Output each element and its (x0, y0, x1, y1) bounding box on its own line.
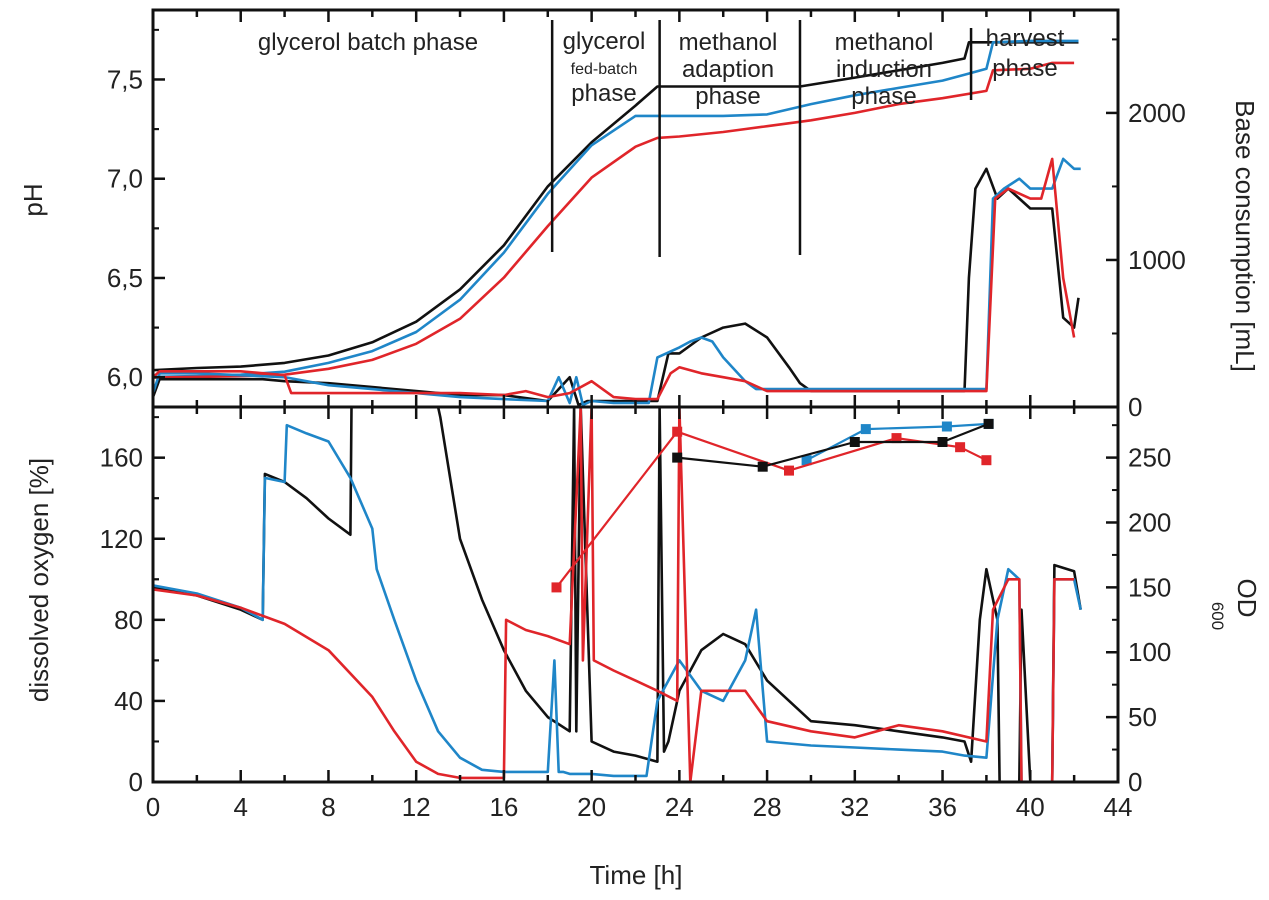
phase-label-glycerol-fed-batch-line1: glycerol (563, 28, 646, 55)
od600-marker (860, 424, 871, 435)
y-tick-label: 160 (100, 443, 143, 473)
y2-tick-label: 250 (1128, 443, 1171, 473)
series-base-top-2 (153, 61, 1075, 379)
y2-tick-label: 0 (1128, 767, 1142, 797)
x-axis-label: Time [h] (590, 860, 683, 890)
x-tick-label: 8 (321, 792, 335, 822)
y-tick-label: 7,0 (107, 164, 143, 194)
y2-tick-label: 2000 (1128, 98, 1186, 128)
series-do-bottom-2 (153, 407, 1075, 782)
phase-label-glycerol-fed-batch-line3: phase (571, 80, 636, 107)
x-tick-label: 40 (1016, 792, 1045, 822)
y2-tick-label: 100 (1128, 637, 1171, 667)
top-axes: 6,0 6,5 7,0 7,5 0 1000 2000 (107, 10, 1186, 422)
phase-boundaries (550, 20, 973, 257)
series-ph-top-3 (153, 167, 1080, 407)
top-y-axis-label: pH (18, 183, 48, 216)
od600-marker (981, 455, 992, 466)
bottom-series-group (153, 407, 1082, 782)
series-base-top-0 (153, 40, 1079, 372)
top-y2-axis-label: Base consumption [mL] (1230, 100, 1260, 372)
od600-marker (757, 461, 768, 472)
x-tick-label: 4 (233, 792, 247, 822)
x-tick-label: 32 (840, 792, 869, 822)
x-tick-label: 20 (577, 792, 606, 822)
od600-marker (784, 465, 794, 476)
x-tick-label: 28 (753, 792, 782, 822)
y2-tick-label: 0 (1128, 392, 1142, 422)
od600-marker (551, 582, 562, 593)
od600-marker (941, 421, 952, 432)
phase-label-harvest-line2: phase (992, 55, 1057, 82)
y-tick-label: 6,0 (107, 362, 143, 392)
bottom-y-axis-label: dissolved oxygen [%] (24, 458, 54, 702)
phase-label-glycerol-batch: glycerol batch phase (258, 29, 478, 56)
top-series-group (153, 39, 1081, 407)
series-od600-bottom-3 (806, 422, 989, 462)
clipped-series (153, 39, 1081, 407)
bottom-panel: 0 40 80 120 160 0 50 100 150 200 250 0 4 8 12 16 20 24 28 3… (24, 405, 1262, 890)
x-tick-label: 12 (402, 792, 431, 822)
od600-marker (672, 452, 683, 463)
phase-label-methanol-adaption-line3: phase (695, 83, 760, 110)
y2-tick-label: 1000 (1128, 245, 1186, 275)
bottom-y2-axis-label-main: OD (1232, 579, 1262, 618)
phase-label-glycerol-fed-batch-line2: fed-batch (571, 61, 638, 78)
y2-tick-label: 150 (1128, 572, 1171, 602)
clipped-series (153, 407, 1082, 782)
bottom-axes: 0 40 80 120 160 0 50 100 150 200 250 0 4 8 12 16 20 24 28 3… (100, 407, 1171, 822)
series-ph-top-4 (153, 157, 1081, 407)
phase-label-harvest-line1: harvest (986, 25, 1065, 52)
x-tick-label: 36 (928, 792, 957, 822)
x-tick-label: 24 (665, 792, 694, 822)
phase-label-methanol-adaption-line2: adaption (682, 56, 774, 83)
phase-label-methanol-induction-line3: phase (851, 83, 916, 110)
y2-tick-label: 200 (1128, 507, 1171, 537)
y-tick-label: 120 (100, 524, 143, 554)
od600-marker (672, 426, 683, 437)
y-tick-label: 40 (114, 686, 143, 716)
y-tick-label: 80 (114, 605, 143, 635)
bottom-plot-frame (151, 405, 1120, 784)
x-tick-label: 16 (489, 792, 518, 822)
od600-marker (849, 437, 860, 447)
bottom-y2-axis-label-sub: 600 (1208, 602, 1227, 630)
od600-marker (983, 418, 994, 429)
series-ph-top-5 (153, 157, 1076, 401)
y-tick-label: 0 (129, 767, 143, 797)
y-tick-label: 6,5 (107, 263, 143, 293)
phase-labels: glycerol batch phase glycerol fed-batch … (258, 25, 1065, 110)
phase-label-methanol-induction-line1: methanol (835, 29, 934, 56)
y2-tick-label: 50 (1128, 702, 1157, 732)
series-do-bottom-0 (153, 407, 1082, 782)
od600-marker (937, 437, 948, 447)
y-tick-label: 7,5 (107, 64, 143, 94)
phase-label-methanol-adaption-line1: methanol (679, 29, 778, 56)
od600-marker (955, 442, 966, 453)
x-tick-label: 44 (1104, 792, 1133, 822)
od600-marker (891, 433, 902, 444)
phase-label-methanol-induction-line2: induction (836, 56, 932, 83)
od600-marker (801, 455, 812, 466)
series-base-top-1 (153, 39, 1079, 379)
x-tick-label: 0 (146, 792, 160, 822)
top-panel: glycerol batch phase glycerol fed-batch … (18, 8, 1260, 422)
